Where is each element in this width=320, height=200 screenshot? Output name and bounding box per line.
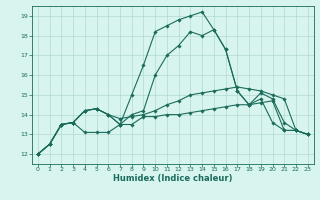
X-axis label: Humidex (Indice chaleur): Humidex (Indice chaleur)	[113, 174, 233, 183]
